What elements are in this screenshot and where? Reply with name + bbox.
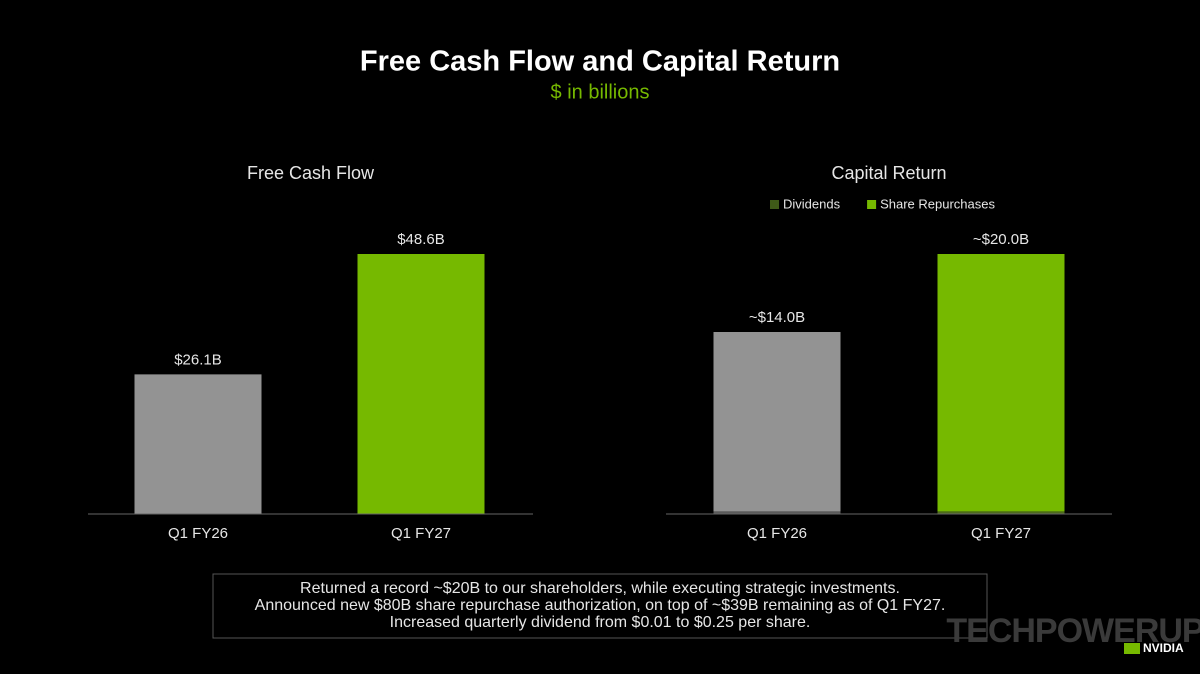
chart-title: Free Cash Flow	[247, 163, 375, 183]
value-label: $48.6B	[397, 231, 445, 248]
value-label: ~$20.0B	[973, 231, 1029, 248]
x-tick-label: Q1 FY26	[168, 525, 228, 542]
bar-segment	[937, 511, 1065, 514]
bar-segment	[713, 332, 841, 512]
bar-segment	[713, 511, 841, 514]
legend-swatch	[867, 200, 877, 209]
watermark: TECHPOWERUP	[946, 612, 1200, 650]
bar	[134, 374, 262, 514]
logo: NVIDIA	[1143, 641, 1184, 655]
logo-mark	[1124, 643, 1140, 654]
x-tick-label: Q1 FY27	[971, 525, 1031, 542]
value-label: $26.1B	[174, 351, 222, 368]
bar	[357, 254, 485, 514]
value-label: ~$14.0B	[749, 309, 805, 326]
chart-title: Capital Return	[831, 163, 946, 183]
slide-subtitle: $ in billions	[551, 81, 650, 103]
bar-segment	[937, 254, 1065, 512]
note: Announced new $80B share repurchase auth…	[255, 597, 946, 614]
notes-box	[212, 573, 988, 639]
slide-title: Free Cash Flow and Capital Return	[360, 46, 840, 78]
note: Increased quarterly dividend from $0.01 …	[390, 614, 811, 631]
x-tick-label: Q1 FY26	[747, 525, 807, 542]
legend-label: Dividends	[783, 196, 841, 211]
legend-label: Share Repurchases	[880, 196, 995, 211]
x-tick-label: Q1 FY27	[391, 525, 451, 542]
legend-swatch	[770, 200, 779, 209]
note: Returned a record ~$20B to our sharehold…	[300, 580, 900, 597]
